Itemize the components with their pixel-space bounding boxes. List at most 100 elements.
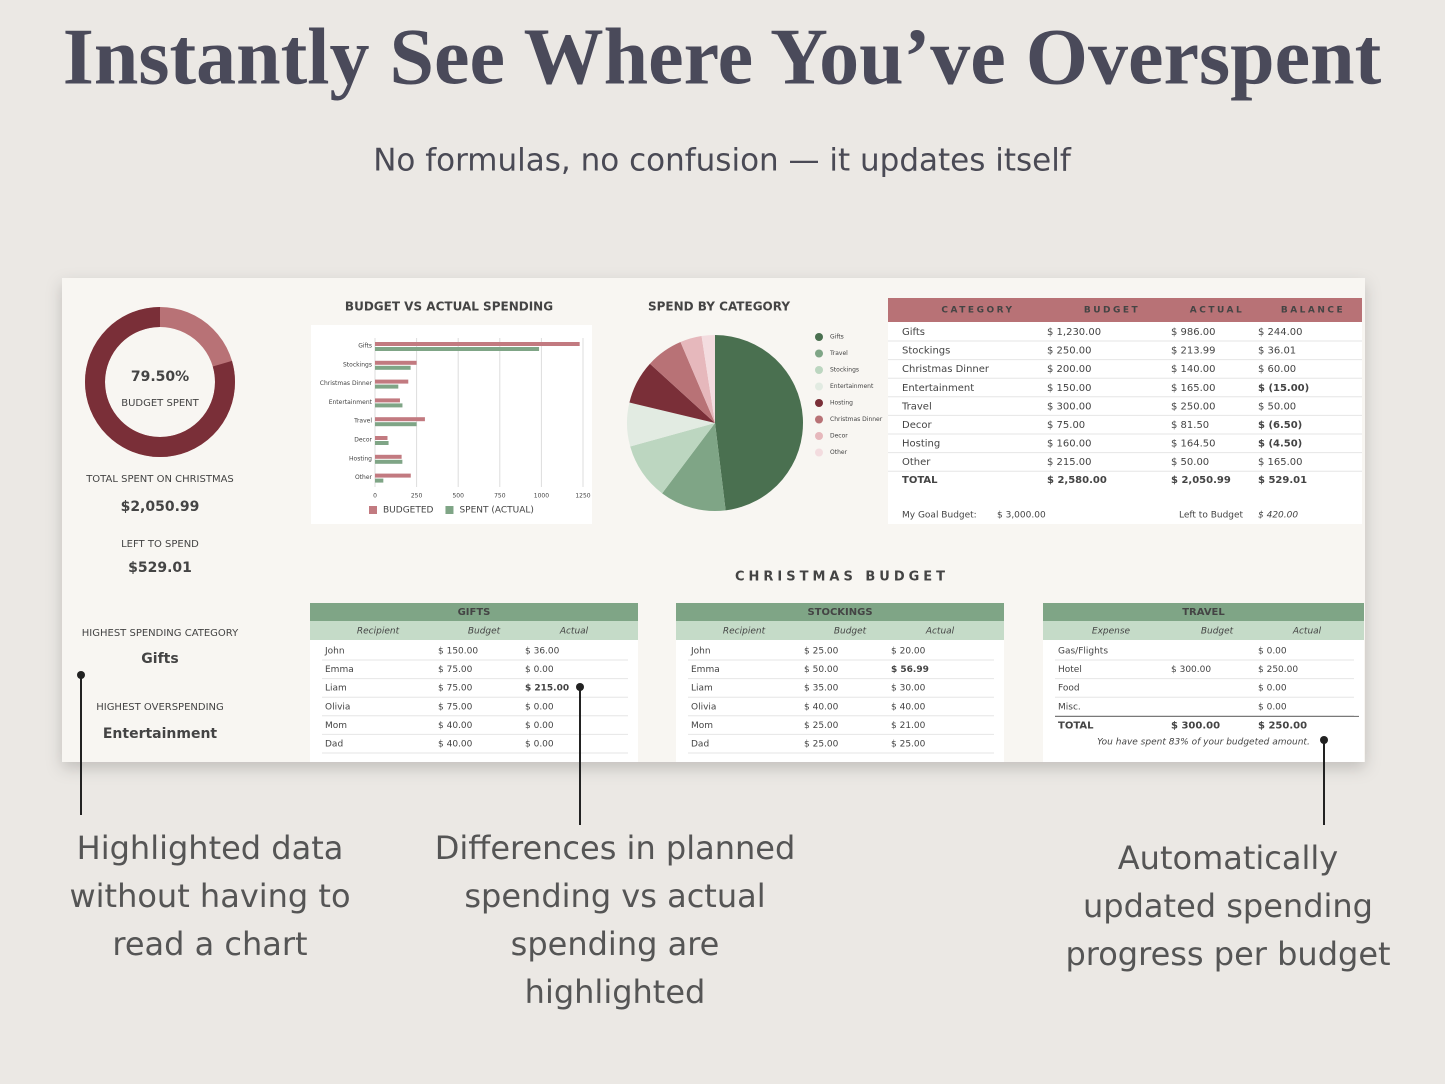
table-header: Recipient — [723, 627, 766, 637]
left-value: $ 420.00 — [1258, 511, 1298, 521]
stat-value: Gifts — [141, 651, 178, 667]
table-box — [310, 640, 638, 762]
table-cell: $ 150.00 — [1047, 383, 1092, 394]
pie-slice — [680, 336, 715, 423]
table-cell: Olivia — [325, 702, 350, 712]
bar — [375, 436, 388, 440]
table-cell: $ 0.00 — [525, 702, 554, 712]
bar — [375, 417, 425, 422]
summary-table-box — [888, 322, 1362, 524]
callout-dot — [1320, 736, 1328, 744]
table-cell: Stockings — [902, 346, 950, 357]
legend-label: Entertainment — [830, 383, 874, 390]
annotation: spending are — [511, 925, 720, 963]
legend-label: Gifts — [830, 334, 844, 341]
table-cell: Entertainment — [902, 383, 974, 394]
table-cell: $ 40.00 — [438, 721, 473, 731]
table-cell: $ 81.50 — [1171, 420, 1209, 431]
table-cell: $ 986.00 — [1171, 327, 1216, 338]
table-total: $ 300.00 — [1171, 720, 1220, 731]
table-title-bar — [1043, 603, 1364, 621]
table-cell: Christmas Dinner — [902, 364, 990, 375]
table-cell: $ 215.00 — [525, 684, 569, 694]
table-cell: Food — [1058, 684, 1080, 694]
table-cell: $ 40.00 — [438, 740, 473, 750]
table-cell: Dad — [325, 740, 343, 750]
bar — [375, 473, 411, 478]
table-cell: $ 0.00 — [1258, 647, 1287, 657]
legend-label: Hosting — [830, 400, 853, 407]
table-cell: $ 200.00 — [1047, 364, 1092, 375]
x-tick-label: 250 — [411, 493, 423, 500]
donut-caption: BUDGET SPENT — [121, 398, 199, 409]
legend-label: Decor — [830, 433, 848, 440]
y-tick-label: Hosting — [349, 455, 372, 462]
table-total: $ 2,580.00 — [1047, 475, 1107, 486]
table-header: BALANCE — [1281, 306, 1345, 316]
table-cell: $ 140.00 — [1171, 364, 1216, 375]
table-total: $ 250.00 — [1258, 720, 1307, 731]
legend-swatch — [815, 399, 823, 407]
table-cell: $ 50.00 — [1258, 401, 1296, 412]
stat-label: HIGHEST SPENDING CATEGORY — [82, 628, 239, 639]
bar — [375, 347, 540, 351]
legend-swatch — [815, 349, 823, 358]
goal-label: My Goal Budget: — [902, 511, 977, 521]
legend-label: Christmas Dinner — [830, 416, 883, 423]
annotation: without having to — [69, 877, 350, 915]
table-cell: $ 0.00 — [1258, 702, 1287, 712]
table-cell: Misc. — [1058, 702, 1081, 712]
legend-swatch — [815, 366, 823, 374]
table-title: TRAVEL — [1182, 607, 1225, 618]
table-header: Actual — [925, 627, 955, 637]
table-cell: $ 250.00 — [1047, 346, 1092, 357]
table-cell: $ 30.00 — [891, 684, 926, 694]
legend-label: SPENT (ACTUAL) — [459, 506, 533, 516]
table-cell: $ 20.00 — [891, 647, 926, 657]
x-tick-label: 750 — [494, 493, 506, 500]
x-tick-label: 1000 — [534, 493, 549, 500]
annotation: read a chart — [112, 925, 307, 963]
table-header: BUDGET — [1084, 306, 1140, 316]
pie-slice — [629, 363, 715, 423]
table-cell: Olivia — [691, 702, 716, 712]
bar — [375, 459, 403, 464]
table-cell: $ 60.00 — [1258, 364, 1296, 375]
x-tick-label: 1250 — [575, 493, 590, 500]
table-title-bar — [676, 603, 1004, 621]
bar — [375, 478, 384, 483]
table-cell: $ 250.00 — [1258, 665, 1298, 675]
table-cell: $ 164.50 — [1171, 439, 1216, 450]
bar — [375, 441, 389, 445]
callout-dot — [576, 683, 584, 691]
table-cell: Gas/Flights — [1058, 647, 1108, 657]
stat-label: HIGHEST OVERSPENDING — [96, 702, 224, 713]
y-tick-label: Decor — [354, 437, 372, 444]
chart-title: SPEND BY CATEGORY — [648, 300, 790, 314]
table-cell: Gifts — [902, 327, 925, 338]
bar — [375, 360, 417, 365]
pie-slice — [662, 423, 726, 511]
table-cell: $ 165.00 — [1171, 383, 1216, 394]
bar-chart-box — [311, 325, 592, 524]
stat-value: $2,050.99 — [121, 499, 200, 515]
table-cell: Mom — [325, 721, 347, 731]
table-cell: $ 50.00 — [804, 665, 839, 675]
legend-label: BUDGETED — [383, 506, 434, 516]
bar — [375, 384, 399, 389]
table-cell: Emma — [691, 665, 720, 675]
table-cell: Travel — [901, 401, 932, 412]
stat-value: $529.01 — [128, 560, 192, 576]
y-tick-label: Gifts — [358, 343, 372, 350]
callout-dot — [77, 671, 85, 679]
table-header: Budget — [468, 627, 501, 637]
bar — [375, 422, 417, 427]
table-header: CATEGORY — [941, 306, 1014, 316]
table-cell: $ 213.99 — [1171, 346, 1216, 357]
legend-swatch — [815, 432, 823, 440]
table-cell: $ 25.00 — [804, 740, 839, 750]
pie-slice — [715, 335, 803, 511]
table-cell: $ 165.00 — [1258, 457, 1303, 468]
left-label: Left to Budget — [1179, 511, 1244, 521]
table-cell: $ 40.00 — [891, 702, 926, 712]
